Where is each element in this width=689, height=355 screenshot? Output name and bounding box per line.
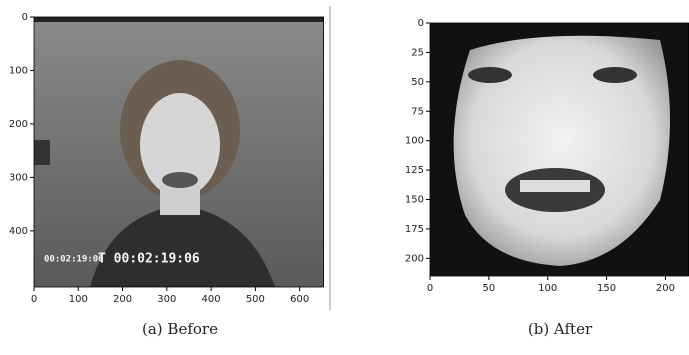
y-tick-label: 175: [405, 224, 424, 235]
y-tick-label: 125: [405, 165, 424, 176]
image-before: 00:02:19:06 T 00:02:19:06: [34, 17, 324, 287]
y-tick-label: 150: [405, 195, 424, 206]
x-tick-label: 100: [69, 294, 88, 305]
x-tick-label: 100: [538, 283, 557, 294]
timestamp: T 00:02:19:06: [98, 252, 200, 267]
x-tick-label: 150: [597, 283, 616, 294]
x-tick-label: 200: [656, 283, 675, 294]
x-tick-label: 300: [157, 294, 176, 305]
timestamp: 00:02:19:06: [44, 255, 104, 265]
y-tick-label: 200: [405, 253, 424, 264]
x-tick-label: 0: [427, 283, 433, 294]
x-tick-label: 50: [482, 283, 495, 294]
x-tick-label: 500: [246, 294, 265, 305]
y-tick-label: 75: [411, 106, 424, 117]
caption: (b) After: [528, 320, 593, 338]
y-tick-label: 100: [9, 65, 28, 76]
y-tick-label: 400: [9, 226, 28, 237]
image-after: [430, 23, 689, 276]
y-tick-label: 50: [411, 77, 424, 88]
x-tick-label: 0: [31, 294, 37, 305]
y-tick-label: 100: [405, 136, 424, 147]
x-tick-label: 600: [290, 294, 309, 305]
y-tick-label: 300: [9, 172, 28, 183]
y-tick-label: 25: [411, 47, 424, 58]
y-tick-label: 0: [22, 12, 28, 23]
y-tick-label: 0: [418, 18, 424, 29]
figure: 00:02:19:06 T 00:02:19:06 (a) Before (b)…: [0, 0, 689, 351]
caption: (a) Before: [142, 320, 218, 338]
x-tick-label: 200: [113, 294, 132, 305]
x-tick-label: 400: [202, 294, 221, 305]
y-tick-label: 200: [9, 119, 28, 130]
